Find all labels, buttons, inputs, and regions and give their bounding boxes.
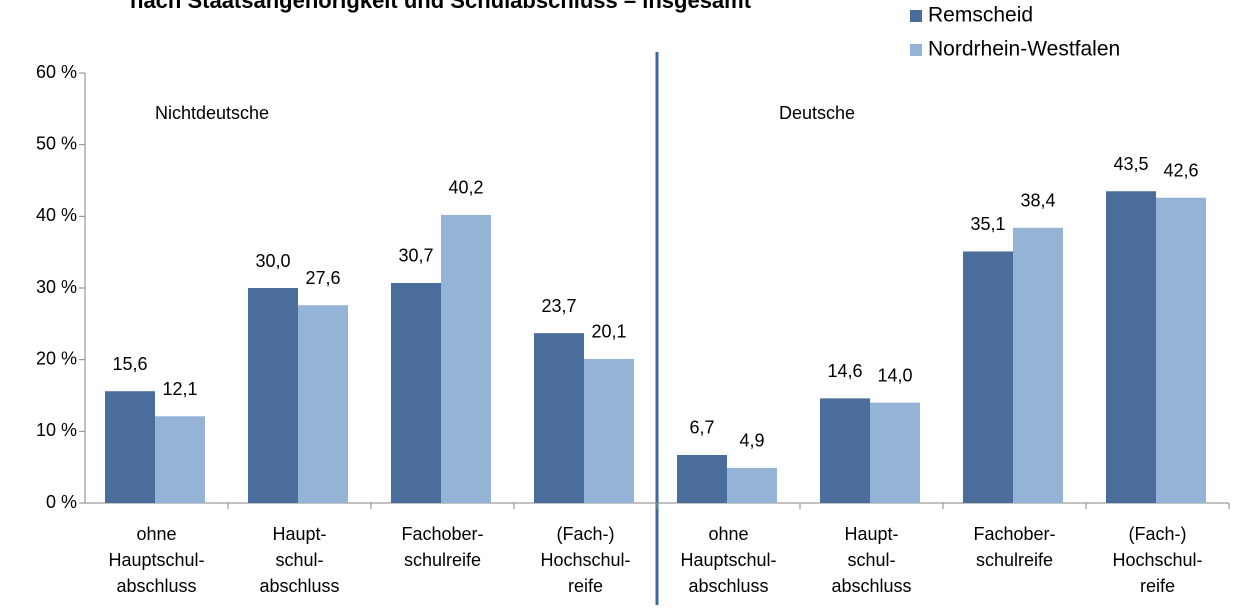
x-tick-label: Haupt- (272, 524, 326, 544)
bar (534, 333, 584, 503)
data-label: 40,2 (448, 178, 483, 198)
x-tick-label: Hauptschul- (680, 550, 776, 570)
bar (584, 358, 634, 503)
x-tick-label: schulreife (976, 550, 1053, 570)
bar (1156, 197, 1206, 503)
x-tick-label: schul- (275, 550, 323, 570)
y-tick-label: 10 % (36, 420, 77, 440)
x-tick-label: schulreife (404, 550, 481, 570)
bar (963, 251, 1013, 503)
bar (727, 467, 777, 503)
x-tick-label: abschluss (831, 576, 911, 596)
bar (820, 398, 870, 503)
x-tick-label: Fachober- (973, 524, 1055, 544)
legend-swatch (910, 10, 922, 22)
x-tick-label: (Fach-) (1129, 524, 1187, 544)
x-tick-label: Hochschul- (540, 550, 630, 570)
data-label: 15,6 (112, 354, 147, 374)
data-label: 6,7 (689, 418, 714, 438)
bar (1106, 191, 1156, 503)
data-label: 23,7 (541, 296, 576, 316)
x-tick-label: ohne (708, 524, 748, 544)
chart-title: nach Staatsangehörigkeit und Schulabschl… (130, 0, 752, 13)
x-tick-label: (Fach-) (557, 524, 615, 544)
group-label: Deutsche (779, 103, 855, 123)
data-label: 14,6 (827, 361, 862, 381)
data-label: 4,9 (739, 431, 764, 451)
y-tick-label: 0 % (46, 492, 77, 512)
x-tick-label: ohne (136, 524, 176, 544)
legend-swatch (910, 44, 922, 56)
bar (105, 391, 155, 503)
group-label: Nichtdeutsche (155, 103, 269, 123)
x-tick-label: abschluss (259, 576, 339, 596)
y-tick-label: 50 % (36, 133, 77, 153)
data-label: 43,5 (1113, 154, 1148, 174)
x-tick-label: reife (1140, 576, 1175, 596)
x-tick-label: abschluss (116, 576, 196, 596)
data-label: 30,7 (398, 246, 433, 266)
legend-label: Nordrhein-Westfalen (928, 38, 1120, 61)
y-tick-label: 20 % (36, 348, 77, 368)
bar (441, 214, 491, 503)
data-label: 12,1 (162, 379, 197, 399)
bar (155, 416, 205, 503)
data-label: 42,6 (1163, 160, 1198, 180)
data-label: 14,0 (877, 365, 912, 385)
bar (870, 402, 920, 503)
x-tick-label: reife (568, 576, 603, 596)
y-tick-label: 30 % (36, 277, 77, 297)
bar (248, 288, 298, 503)
data-label: 35,1 (970, 214, 1005, 234)
y-tick-label: 60 % (36, 62, 77, 82)
x-tick-label: abschluss (688, 576, 768, 596)
bar (391, 282, 441, 503)
data-label: 30,0 (255, 251, 290, 271)
legend-label: Remscheid (928, 4, 1033, 27)
data-label: 38,4 (1020, 191, 1055, 211)
x-tick-label: Fachober- (401, 524, 483, 544)
x-tick-label: Hochschul- (1112, 550, 1202, 570)
y-tick-label: 40 % (36, 205, 77, 225)
bar (1013, 227, 1063, 504)
bar (298, 305, 348, 503)
x-tick-label: schul- (847, 550, 895, 570)
data-label: 27,6 (305, 268, 340, 288)
data-label: 20,1 (591, 322, 626, 342)
x-tick-label: Haupt- (844, 524, 898, 544)
x-tick-label: Hauptschul- (108, 550, 204, 570)
bar (677, 454, 727, 503)
